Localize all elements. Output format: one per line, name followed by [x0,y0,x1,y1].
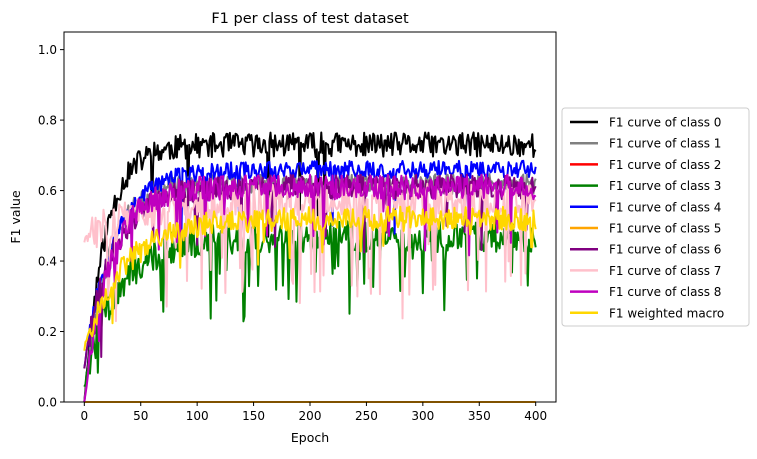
legend-box [561,107,750,327]
legend-label: F1 curve of class 0 [609,116,721,130]
legend-label: F1 curve of class 1 [609,137,721,151]
y-tick-label: 1.0 [38,43,57,57]
x-tick-label: 300 [411,409,434,423]
x-tick-label: 200 [299,409,322,423]
legend-label: F1 curve of class 4 [609,200,721,214]
y-tick-label: 0.2 [38,325,57,339]
x-tick-label: 400 [524,409,547,423]
legend-label: F1 curve of class 2 [609,158,721,172]
series-line-4 [83,159,537,369]
x-axis-ticks: 0 50 100 150 200 250 300 350 400 [80,402,547,423]
x-tick-label: 150 [242,409,265,423]
x-tick-label: 0 [80,409,88,423]
legend-label: F1 curve of class 6 [609,243,721,257]
series-lines [83,131,537,403]
y-tick-label: 0.8 [38,114,57,128]
series-line-0 [83,131,537,403]
legend-label: F1 curve of class 3 [609,179,721,193]
chart-title: F1 per class of test dataset [211,11,409,27]
y-axis-label: F1 value [8,190,23,244]
y-tick-label: 0.6 [38,184,57,198]
series-line-8 [83,173,537,403]
legend-label: F1 curve of class 5 [609,222,721,236]
legend-label: F1 curve of class 7 [609,264,721,278]
legend-label: F1 weighted macro [609,306,724,320]
legend-label: F1 curve of class 8 [609,285,721,299]
y-tick-label: 0.0 [38,396,57,410]
x-tick-label: 50 [133,409,148,423]
y-tick-label: 0.4 [38,255,57,269]
x-axis-label: Epoch [291,430,329,445]
x-tick-label: 350 [468,409,491,423]
y-axis-ticks: 0.0 0.2 0.4 0.6 0.8 1.0 [38,43,64,410]
legend: F1 curve of class 0 F1 curve of class 1 F1… [561,107,750,327]
x-tick-label: 250 [355,409,378,423]
x-tick-label: 100 [186,409,209,423]
series-line-9 [83,205,537,351]
